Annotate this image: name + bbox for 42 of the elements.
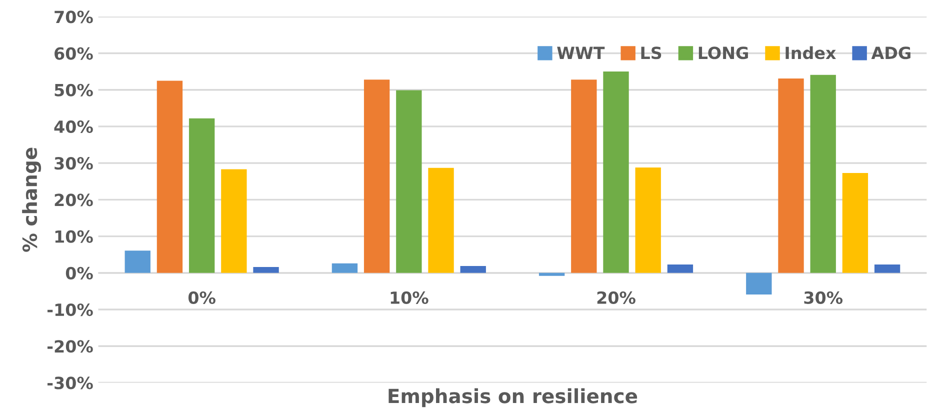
y-tick-label: 20% (54, 194, 93, 206)
bar (603, 72, 629, 273)
y-axis-title: % change (22, 148, 42, 252)
bar (746, 272, 772, 294)
y-tick-label: 30% (54, 157, 93, 170)
y-tick-label: -10% (48, 303, 93, 316)
bar (253, 267, 279, 273)
legend-label: Index (786, 46, 836, 60)
x-axis-title: Emphasis on resilience (388, 388, 638, 408)
y-tick-label: 40% (54, 120, 93, 134)
y-tick-label: 10% (55, 230, 93, 243)
x-tick-label: 0% (188, 291, 216, 304)
bar (571, 80, 597, 273)
bar (156, 80, 183, 273)
bar (364, 80, 390, 273)
bar (538, 272, 565, 276)
bar (460, 266, 486, 273)
bar (874, 264, 900, 273)
bar (842, 172, 868, 273)
y-tick-label: -30% (48, 376, 93, 390)
x-tick-label: 10% (390, 291, 428, 304)
y-tick-label: 50% (54, 84, 93, 96)
legend-label: LS (641, 46, 662, 60)
bar (778, 78, 804, 273)
bar (810, 74, 836, 273)
legend-label: WWT (557, 46, 605, 59)
bar (635, 167, 661, 273)
bar (124, 250, 150, 273)
bar (667, 264, 694, 273)
bar (221, 169, 247, 273)
y-tick-label: 60% (54, 47, 93, 60)
y-tick-label: -20% (48, 340, 93, 353)
bar (396, 90, 422, 273)
legend-label: ADG (871, 46, 910, 60)
y-tick-label: 0% (66, 266, 93, 280)
bar (428, 168, 454, 273)
bar (332, 263, 358, 273)
x-tick-label: 30% (804, 291, 843, 304)
bar (188, 118, 215, 273)
y-tick-label: 70% (54, 10, 93, 24)
x-tick-label: 20% (597, 291, 636, 304)
legend-label: LONG (698, 46, 748, 60)
